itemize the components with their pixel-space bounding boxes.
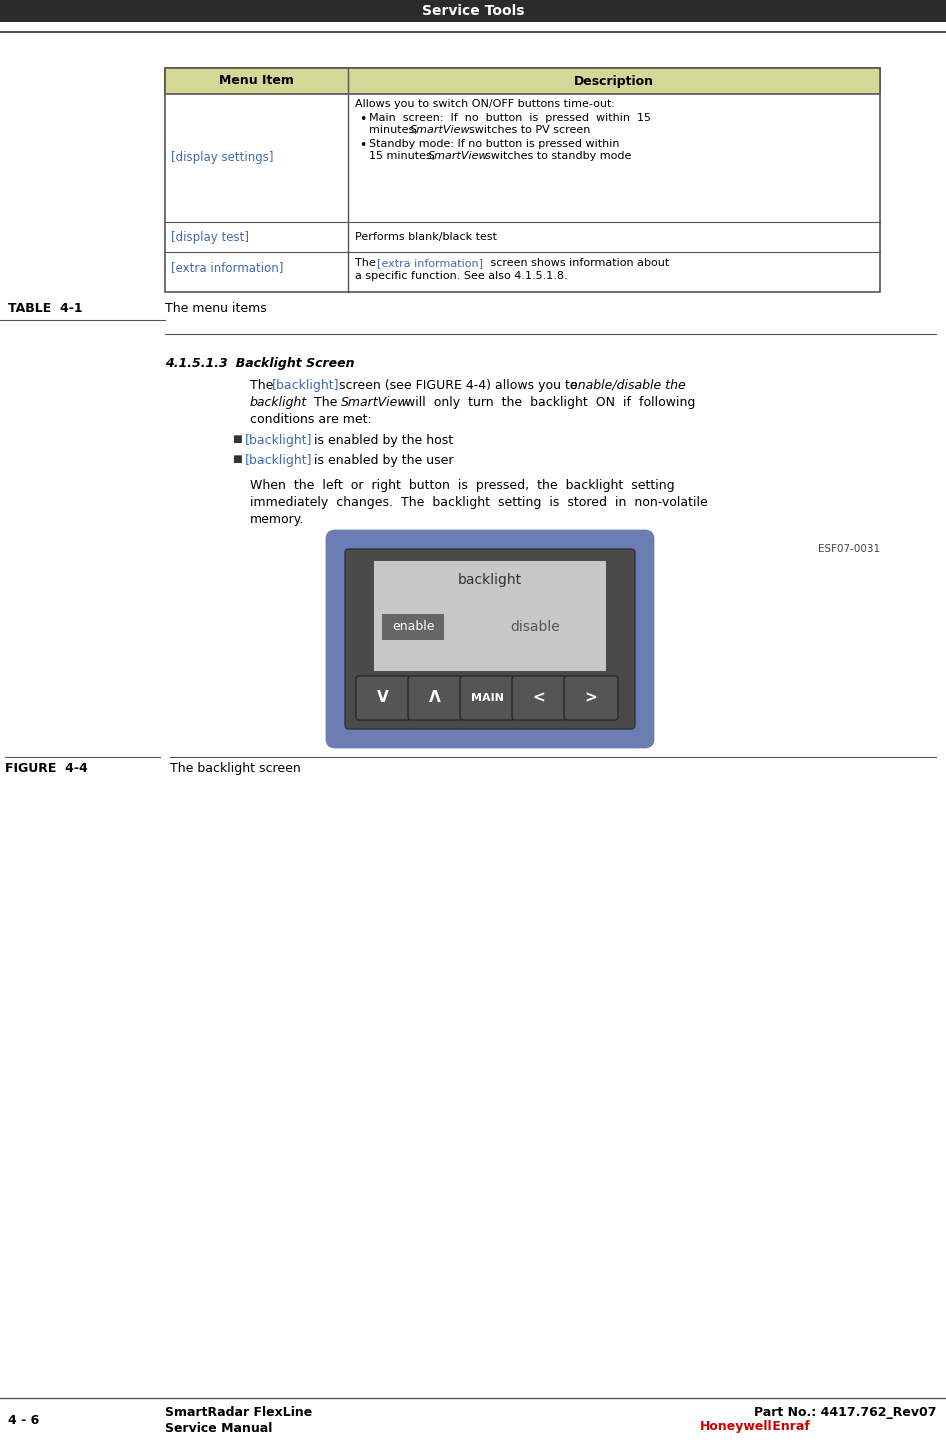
Text: [extra information]: [extra information] [171, 262, 284, 275]
Bar [165, 68, 880, 293]
Text: TABLE  4-1: TABLE 4-1 [8, 301, 82, 314]
Text: SmartView: SmartView [341, 396, 409, 409]
Bar [165, 68, 880, 95]
Text: SmartRadar FlexLine: SmartRadar FlexLine [165, 1406, 312, 1420]
Text: disable: disable [510, 620, 560, 633]
Text: Backlight Screen: Backlight Screen [227, 357, 355, 370]
Text: The: The [250, 379, 277, 392]
Text: [backlight]: [backlight] [245, 434, 312, 447]
Text: screen (see FIGURE 4-4) allows you to: screen (see FIGURE 4-4) allows you to [335, 379, 582, 392]
Text: screen shows information about: screen shows information about [487, 258, 669, 268]
FancyBboxPatch shape [408, 676, 462, 721]
Text: The: The [355, 258, 379, 268]
Text: is enabled by the user: is enabled by the user [310, 454, 453, 467]
Text: Performs blank/black test: Performs blank/black test [355, 232, 497, 242]
Text: backlight: backlight [458, 574, 522, 587]
Text: will  only  turn  the  backlight  ON  if  following: will only turn the backlight ON if follo… [397, 396, 695, 409]
FancyBboxPatch shape [356, 676, 410, 721]
FancyBboxPatch shape [564, 676, 618, 721]
Text: 15 minutes,: 15 minutes, [369, 151, 442, 162]
Text: [backlight]: [backlight] [272, 379, 340, 392]
Text: [display settings]: [display settings] [171, 151, 273, 165]
Text: switches to PV screen: switches to PV screen [462, 125, 590, 135]
Text: [display test]: [display test] [171, 230, 249, 243]
Bar [0, 0, 946, 22]
Text: minutes,: minutes, [369, 125, 425, 135]
Text: V: V [377, 690, 389, 706]
Text: [extra information]: [extra information] [377, 258, 483, 268]
Text: FIGURE  4-4: FIGURE 4-4 [5, 761, 88, 775]
Text: [backlight]: [backlight] [245, 454, 312, 467]
Text: Enraf: Enraf [768, 1420, 810, 1433]
Text: Description: Description [574, 74, 654, 87]
Text: ■: ■ [232, 434, 242, 444]
Text: •: • [359, 114, 366, 127]
Text: ■: ■ [232, 454, 242, 464]
FancyBboxPatch shape [345, 549, 635, 729]
Text: >: > [585, 690, 597, 706]
FancyBboxPatch shape [460, 676, 514, 721]
Text: enable/disable the: enable/disable the [570, 379, 686, 392]
Text: .  The: . The [302, 396, 345, 409]
FancyBboxPatch shape [512, 676, 566, 721]
Text: The backlight screen: The backlight screen [170, 761, 301, 775]
FancyBboxPatch shape [327, 531, 653, 747]
Text: SmartView: SmartView [428, 151, 489, 162]
Text: enable: enable [392, 620, 434, 633]
Text: When  the  left  or  right  button  is  pressed,  the  backlight  setting: When the left or right button is pressed… [250, 479, 674, 492]
Text: Service Tools: Service Tools [422, 4, 524, 17]
Text: a specific function. See also 4.1.5.1.8.: a specific function. See also 4.1.5.1.8. [355, 271, 568, 281]
Text: Service Manual: Service Manual [165, 1423, 272, 1436]
Bar [374, 561, 606, 671]
Text: •: • [359, 138, 366, 151]
Text: <: < [533, 690, 546, 706]
Text: MAIN: MAIN [470, 693, 503, 703]
Text: ESF07-0031: ESF07-0031 [818, 545, 880, 553]
Bar [382, 614, 444, 641]
Text: 4 - 6: 4 - 6 [8, 1414, 39, 1427]
Text: Main  screen:  If  no  button  is  pressed  within  15: Main screen: If no button is pressed wit… [369, 114, 651, 122]
Text: Allows you to switch ON/OFF buttons time-out:: Allows you to switch ON/OFF buttons time… [355, 99, 615, 109]
Text: is enabled by the host: is enabled by the host [310, 434, 453, 447]
Text: 4.1.5.1.3: 4.1.5.1.3 [165, 357, 228, 370]
Text: Λ: Λ [429, 690, 441, 706]
Text: backlight: backlight [250, 396, 307, 409]
Text: switches to standby mode: switches to standby mode [478, 151, 631, 162]
Text: The menu items: The menu items [165, 301, 267, 314]
Text: Honeywell: Honeywell [700, 1420, 773, 1433]
Text: SmartView: SmartView [410, 125, 470, 135]
Text: Menu Item: Menu Item [219, 74, 293, 87]
Text: memory.: memory. [250, 513, 305, 526]
Text: Standby mode: If no button is pressed within: Standby mode: If no button is pressed wi… [369, 138, 620, 149]
Text: conditions are met:: conditions are met: [250, 414, 372, 427]
Text: immediately  changes.  The  backlight  setting  is  stored  in  non-volatile: immediately changes. The backlight setti… [250, 496, 708, 510]
Text: Part No.: 4417.762_Rev07: Part No.: 4417.762_Rev07 [754, 1406, 936, 1420]
